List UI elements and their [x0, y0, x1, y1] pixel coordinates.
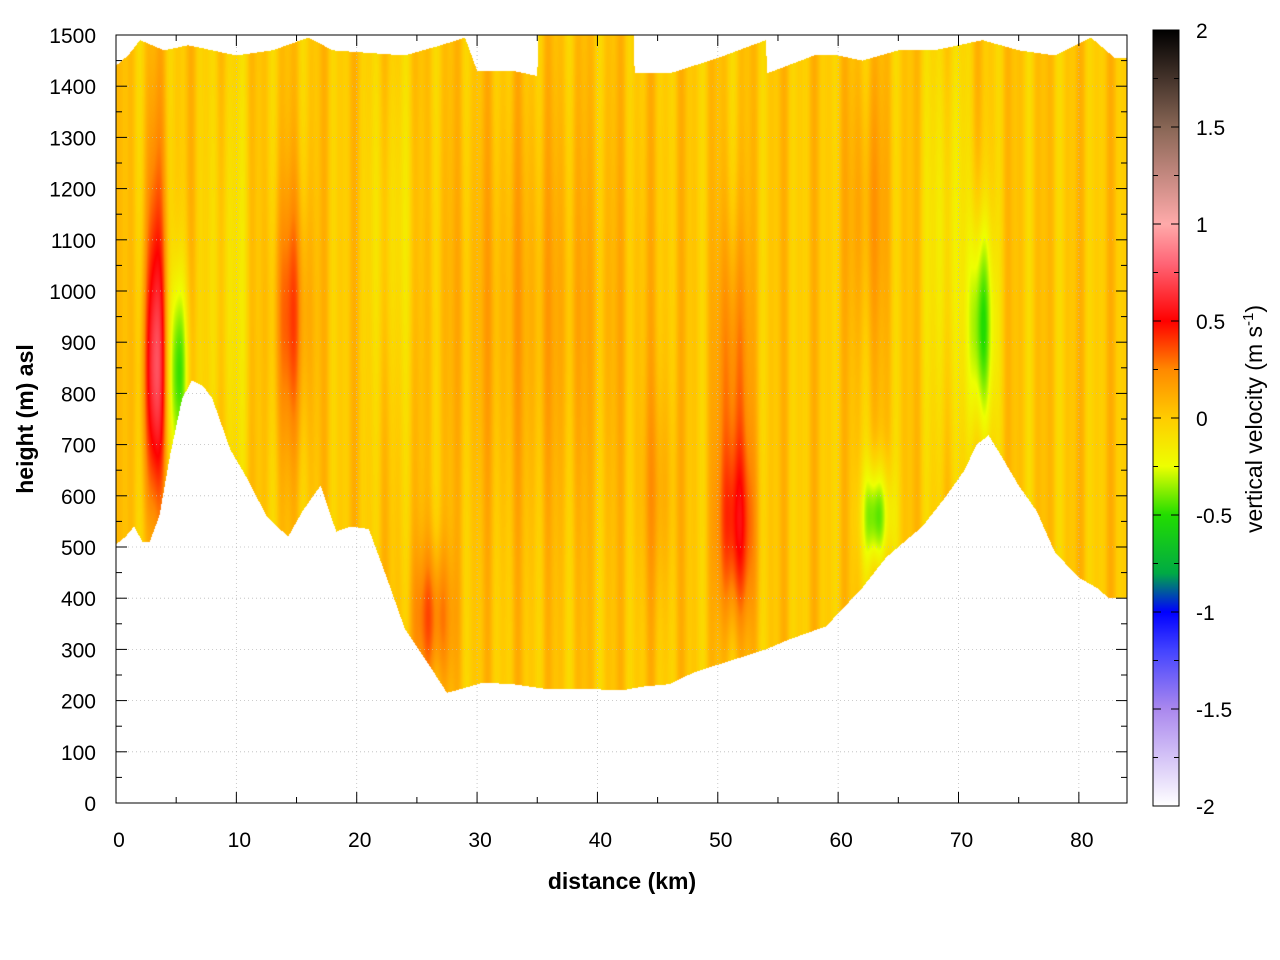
colorbar-tick-label: -1.5	[1196, 699, 1232, 722]
x-tick-label: 50	[709, 829, 732, 852]
colorbar-tick-label: 1	[1196, 214, 1208, 237]
colorbar-tick-label: 0	[1196, 408, 1208, 431]
y-tick-label: 300	[61, 639, 96, 662]
y-tick-label: 1100	[51, 230, 96, 253]
y-tick-label: 1200	[49, 179, 96, 202]
y-axis-title: height (m) asl	[12, 344, 38, 494]
y-tick-label: 600	[61, 486, 96, 509]
y-axis-ticks: 0 100 200 300 400 500 600 700 800 900 1000 1100 1200…	[49, 25, 1127, 816]
y-tick-label: 1300	[49, 127, 96, 150]
x-axis-title: distance (km)	[548, 868, 696, 894]
y-tick-label: 0	[84, 793, 96, 816]
grid-lines	[116, 35, 1127, 803]
colorbar-title: vertical velocity (m s-1)	[1240, 305, 1267, 533]
colorbar-tick-label: 1.5	[1196, 117, 1225, 140]
colorbar-title-exponent: -1	[1240, 313, 1257, 326]
colorbar-tick-label: -0.5	[1196, 505, 1232, 528]
colorbar-tick-label: 0.5	[1196, 311, 1225, 334]
y-tick-label: 100	[61, 742, 96, 765]
x-tick-label: 20	[348, 829, 371, 852]
y-tick-label: 700	[61, 435, 96, 458]
x-tick-label: 60	[829, 829, 852, 852]
x-tick-label: 10	[228, 829, 251, 852]
colorbar-tick-label: -1	[1196, 602, 1215, 625]
y-tick-label: 400	[61, 588, 96, 611]
heatmap-field	[116, 35, 1127, 803]
y-tick-label: 500	[61, 537, 96, 560]
y-tick-label: 800	[61, 383, 96, 406]
colorbar-tick-label: -2	[1196, 796, 1215, 819]
y-tick-label: 200	[61, 691, 96, 714]
x-tick-label: 70	[950, 829, 973, 852]
x-tick-label: 30	[468, 829, 491, 852]
colorbar-ticks: -2 -1.5 -1 -0.5 0 0.5 1 1.5 2	[1153, 20, 1232, 819]
x-axis-ticks: 0 10 20 30 40 50 60 70 80	[113, 35, 1094, 852]
y-tick-label: 1400	[49, 76, 96, 99]
x-tick-label: 0	[113, 829, 125, 852]
heatmap-image	[116, 35, 1127, 803]
x-tick-label: 40	[589, 829, 612, 852]
y-tick-label: 900	[61, 332, 96, 355]
x-tick-label: 80	[1070, 829, 1093, 852]
y-tick-label: 1000	[49, 281, 96, 304]
colorbar-tick-label: 2	[1196, 20, 1208, 43]
y-tick-label: 1500	[49, 25, 96, 48]
